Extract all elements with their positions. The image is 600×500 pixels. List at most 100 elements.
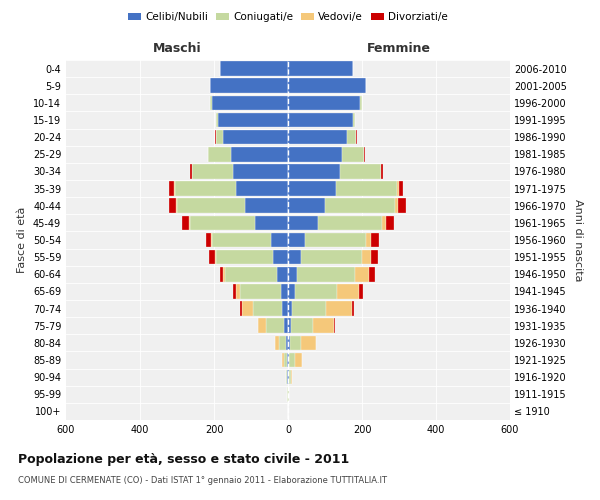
Bar — [190, 164, 192, 178]
Bar — [169, 198, 176, 213]
Bar — [289, 370, 290, 384]
Bar — [301, 336, 316, 350]
Bar — [295, 352, 302, 368]
Bar — [288, 232, 305, 248]
Bar — [382, 216, 386, 230]
Bar — [288, 267, 297, 281]
Bar — [287, 352, 288, 368]
Bar — [295, 284, 337, 298]
Bar — [169, 182, 175, 196]
Bar — [284, 318, 288, 333]
Bar — [288, 96, 360, 110]
Bar — [386, 216, 394, 230]
Bar — [182, 216, 189, 230]
Bar — [355, 267, 370, 281]
Bar — [336, 182, 397, 196]
Bar — [223, 267, 225, 281]
Bar — [317, 216, 382, 230]
Bar — [289, 352, 295, 368]
Bar — [218, 112, 288, 128]
Bar — [209, 250, 215, 264]
Bar — [281, 284, 288, 298]
Bar — [397, 182, 399, 196]
Bar — [283, 302, 288, 316]
Bar — [273, 250, 288, 264]
Bar — [176, 198, 177, 213]
Bar — [353, 112, 355, 128]
Bar — [288, 284, 295, 298]
Bar — [381, 164, 383, 178]
Bar — [297, 267, 355, 281]
Bar — [210, 96, 212, 110]
Bar — [288, 336, 290, 350]
Bar — [326, 302, 352, 316]
Bar — [334, 318, 335, 333]
Bar — [290, 370, 292, 384]
Bar — [253, 302, 283, 316]
Bar — [230, 147, 288, 162]
Text: Maschi: Maschi — [152, 42, 202, 54]
Bar — [220, 62, 288, 76]
Bar — [364, 147, 365, 162]
Bar — [288, 370, 289, 384]
Bar — [366, 232, 371, 248]
Bar — [233, 164, 288, 178]
Bar — [288, 182, 336, 196]
Bar — [287, 370, 288, 384]
Bar — [362, 250, 371, 264]
Bar — [371, 232, 379, 248]
Bar — [190, 216, 254, 230]
Bar — [288, 216, 317, 230]
Bar — [292, 302, 326, 316]
Bar — [290, 336, 301, 350]
Bar — [212, 96, 288, 110]
Y-axis label: Anni di nascita: Anni di nascita — [572, 198, 583, 281]
Bar — [225, 267, 277, 281]
Bar — [254, 216, 288, 230]
Bar — [177, 198, 245, 213]
Bar — [257, 318, 259, 333]
Bar — [233, 284, 236, 298]
Bar — [212, 232, 271, 248]
Bar — [301, 250, 362, 264]
Bar — [337, 284, 359, 298]
Bar — [216, 250, 273, 264]
Bar — [211, 232, 212, 248]
Text: Popolazione per età, sesso e stato civile - 2011: Popolazione per età, sesso e stato civil… — [18, 452, 349, 466]
Bar — [340, 164, 380, 178]
Bar — [271, 232, 288, 248]
Bar — [288, 164, 340, 178]
Bar — [282, 352, 284, 368]
Bar — [242, 302, 253, 316]
Bar — [286, 370, 287, 384]
Bar — [266, 318, 284, 333]
Bar — [284, 352, 287, 368]
Bar — [370, 267, 375, 281]
Bar — [325, 198, 395, 213]
Bar — [220, 267, 223, 281]
Bar — [347, 130, 356, 144]
Bar — [259, 318, 266, 333]
Bar — [288, 302, 292, 316]
Bar — [236, 284, 240, 298]
Bar — [359, 284, 363, 298]
Bar — [279, 336, 286, 350]
Text: COMUNE DI CERMENATE (CO) - Dati ISTAT 1° gennaio 2011 - Elaborazione TUTTITALIA.: COMUNE DI CERMENATE (CO) - Dati ISTAT 1°… — [18, 476, 387, 485]
Bar — [395, 198, 398, 213]
Bar — [341, 147, 364, 162]
Bar — [288, 147, 341, 162]
Bar — [288, 130, 347, 144]
Bar — [288, 78, 366, 93]
Legend: Celibi/Nubili, Coniugati/e, Vedovi/e, Divorziati/e: Celibi/Nubili, Coniugati/e, Vedovi/e, Di… — [124, 8, 452, 26]
Bar — [216, 130, 223, 144]
Bar — [240, 284, 281, 298]
Bar — [288, 112, 353, 128]
Bar — [240, 302, 242, 316]
Bar — [305, 232, 366, 248]
Bar — [215, 250, 216, 264]
Bar — [192, 164, 233, 178]
Bar — [189, 216, 190, 230]
Bar — [216, 112, 218, 128]
Bar — [288, 250, 301, 264]
Bar — [288, 352, 289, 368]
